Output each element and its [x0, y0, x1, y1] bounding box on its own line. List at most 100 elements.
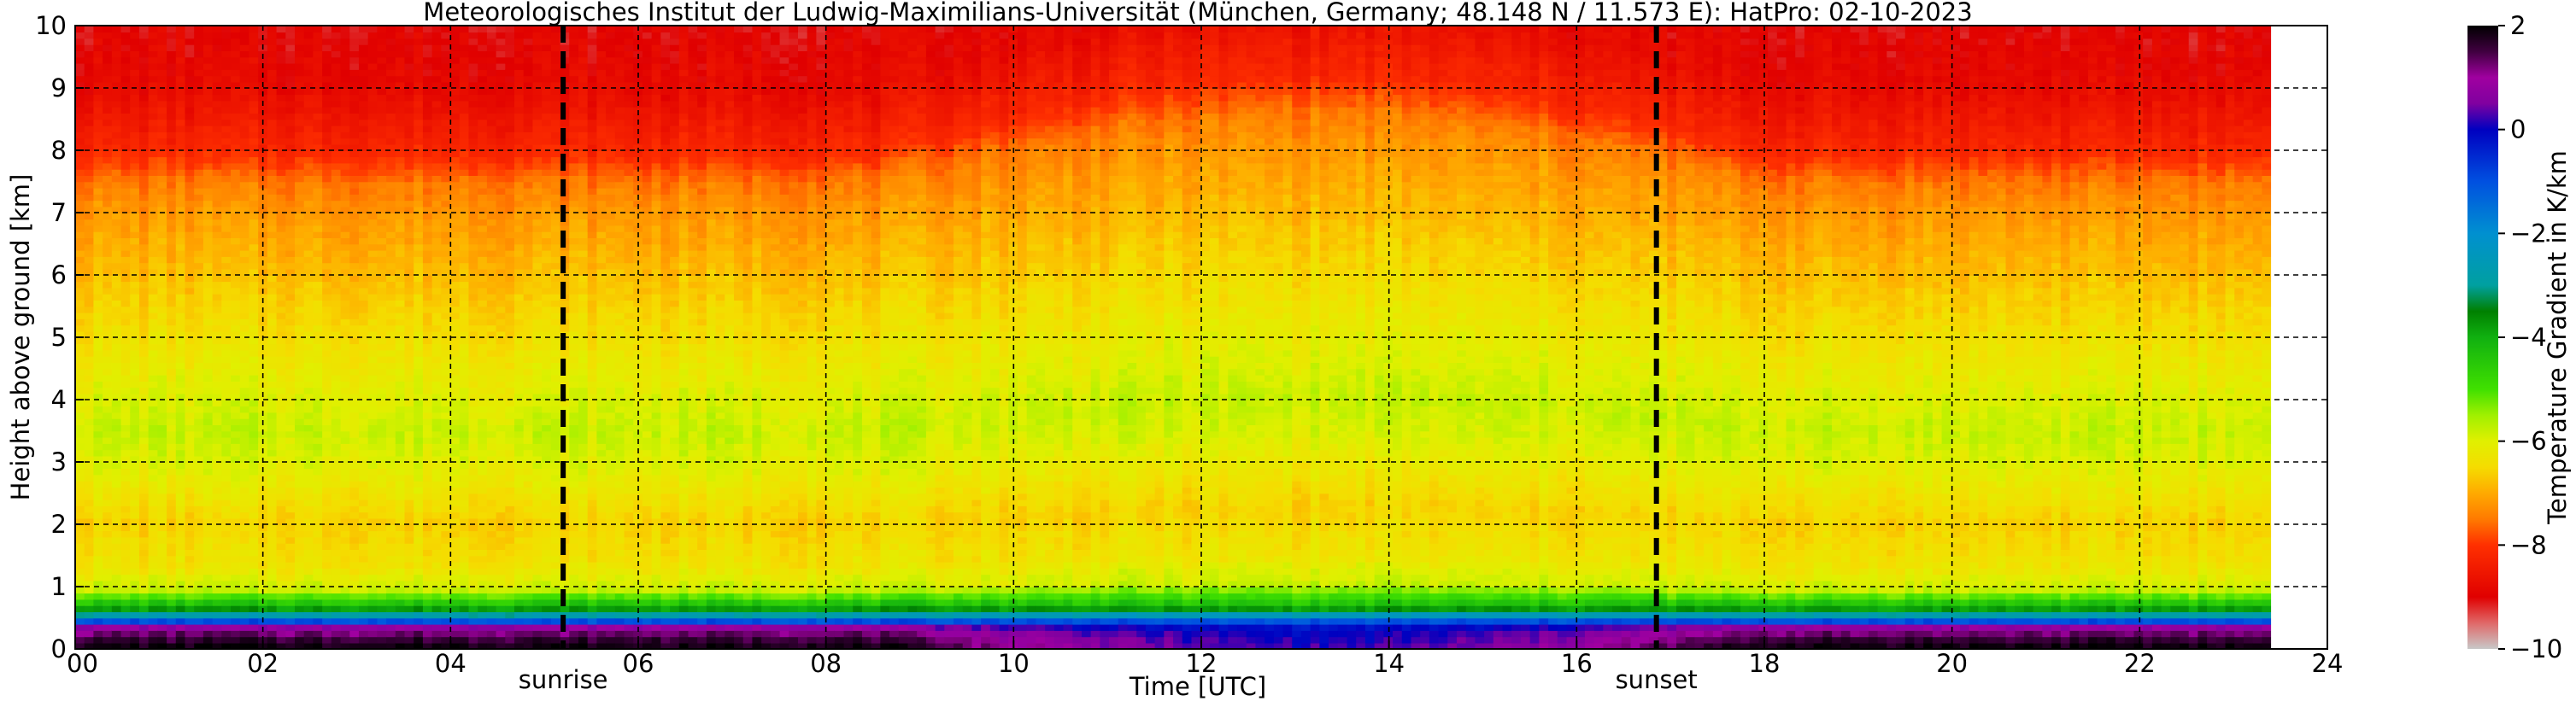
heatmap-cell — [194, 137, 204, 144]
heatmap-cell — [285, 213, 296, 219]
heatmap-cell — [460, 337, 470, 344]
heatmap-cell — [157, 500, 167, 506]
heatmap-cell — [423, 543, 433, 550]
heatmap-cell — [203, 32, 214, 38]
heatmap-cell — [157, 182, 167, 189]
heatmap-cell — [341, 38, 351, 45]
heatmap-cell — [213, 150, 223, 157]
heatmap-cell — [496, 256, 507, 263]
heatmap-cell — [231, 307, 241, 313]
heatmap-cell — [313, 250, 323, 257]
heatmap-cell — [249, 120, 259, 126]
heatmap-cell — [121, 505, 132, 512]
heatmap-cell — [194, 500, 204, 506]
heatmap-cell — [341, 318, 351, 325]
heatmap-cell — [349, 537, 360, 544]
heatmap-cell — [450, 63, 461, 70]
heatmap-cell — [377, 431, 387, 438]
heatmap-cell — [487, 412, 497, 419]
heatmap-cell — [349, 231, 360, 238]
heatmap-cell — [203, 481, 214, 488]
heatmap-cell — [304, 175, 314, 182]
heatmap-cell — [349, 137, 360, 144]
heatmap-cell — [524, 219, 534, 225]
heatmap-cell — [157, 88, 167, 95]
heatmap-cell — [450, 120, 461, 126]
heatmap-cell — [157, 530, 167, 537]
heatmap-cell — [359, 38, 369, 45]
heatmap-cell — [85, 530, 95, 537]
heatmap-cell — [460, 231, 470, 238]
heatmap-cell — [157, 636, 167, 643]
heatmap-cell — [185, 343, 196, 350]
heatmap-cell — [75, 318, 85, 325]
heatmap-cell — [322, 294, 332, 301]
heatmap-cell — [377, 313, 387, 319]
heatmap-cell — [368, 163, 378, 170]
heatmap-cell — [450, 219, 461, 225]
heatmap-cell — [414, 505, 424, 512]
heatmap-cell — [514, 101, 525, 108]
heatmap-cell — [167, 88, 177, 95]
heatmap-cell — [240, 537, 250, 544]
heatmap-cell — [377, 107, 387, 114]
heatmap-cell — [359, 356, 369, 363]
heatmap-cell — [496, 275, 507, 282]
heatmap-cell — [93, 250, 103, 257]
heatmap-cell — [149, 605, 159, 612]
heatmap-cell — [112, 213, 122, 219]
heatmap-cell — [139, 275, 150, 282]
heatmap-cell — [139, 175, 150, 182]
heatmap-cell — [386, 337, 396, 344]
heatmap-cell — [285, 113, 296, 120]
heatmap-cell — [441, 387, 451, 394]
heatmap-cell — [194, 375, 204, 382]
heatmap-cell — [341, 543, 351, 550]
heatmap-cell — [332, 549, 342, 556]
heatmap-cell — [359, 256, 369, 263]
heatmap-cell — [185, 487, 196, 494]
heatmap-cell — [414, 543, 424, 550]
heatmap-cell — [121, 568, 132, 575]
heatmap-cell — [514, 356, 525, 363]
heatmap-cell — [450, 511, 461, 518]
heatmap-cell — [75, 113, 85, 120]
heatmap-cell — [386, 587, 396, 593]
heatmap-cell — [139, 307, 150, 313]
heatmap-cell — [267, 101, 278, 108]
heatmap-cell — [185, 324, 196, 331]
heatmap-cell — [468, 587, 478, 593]
heatmap-cell — [450, 593, 461, 599]
heatmap-cell — [75, 32, 85, 38]
heatmap-cell — [149, 387, 159, 394]
heatmap-cell — [386, 57, 396, 64]
heatmap-cell — [295, 32, 305, 38]
heatmap-cell — [185, 237, 196, 244]
heatmap-cell — [396, 624, 406, 631]
heatmap-cell — [341, 113, 351, 120]
heatmap-cell — [423, 107, 433, 114]
heatmap-cell — [167, 624, 177, 631]
heatmap-cell — [505, 32, 515, 38]
heatmap-cell — [157, 169, 167, 176]
heatmap-cell — [432, 75, 443, 82]
heatmap-cell — [487, 618, 497, 625]
heatmap-cell — [103, 369, 113, 376]
heatmap-cell — [304, 350, 314, 357]
heatmap-cell — [103, 250, 113, 257]
heatmap-cell — [103, 624, 113, 631]
heatmap-cell — [112, 487, 122, 494]
heatmap-cell — [349, 511, 360, 518]
heatmap-cell — [130, 500, 140, 506]
heatmap-cell — [332, 244, 342, 251]
heatmap-cell — [139, 593, 150, 599]
heatmap-cell — [414, 375, 424, 382]
heatmap-cell — [468, 337, 478, 344]
heatmap-cell — [423, 630, 433, 637]
heatmap-cell — [396, 587, 406, 593]
heatmap-cell — [167, 219, 177, 225]
heatmap-cell — [130, 556, 140, 563]
heatmap-cell — [341, 375, 351, 382]
heatmap-cell — [295, 231, 305, 238]
heatmap-cell — [285, 256, 296, 263]
